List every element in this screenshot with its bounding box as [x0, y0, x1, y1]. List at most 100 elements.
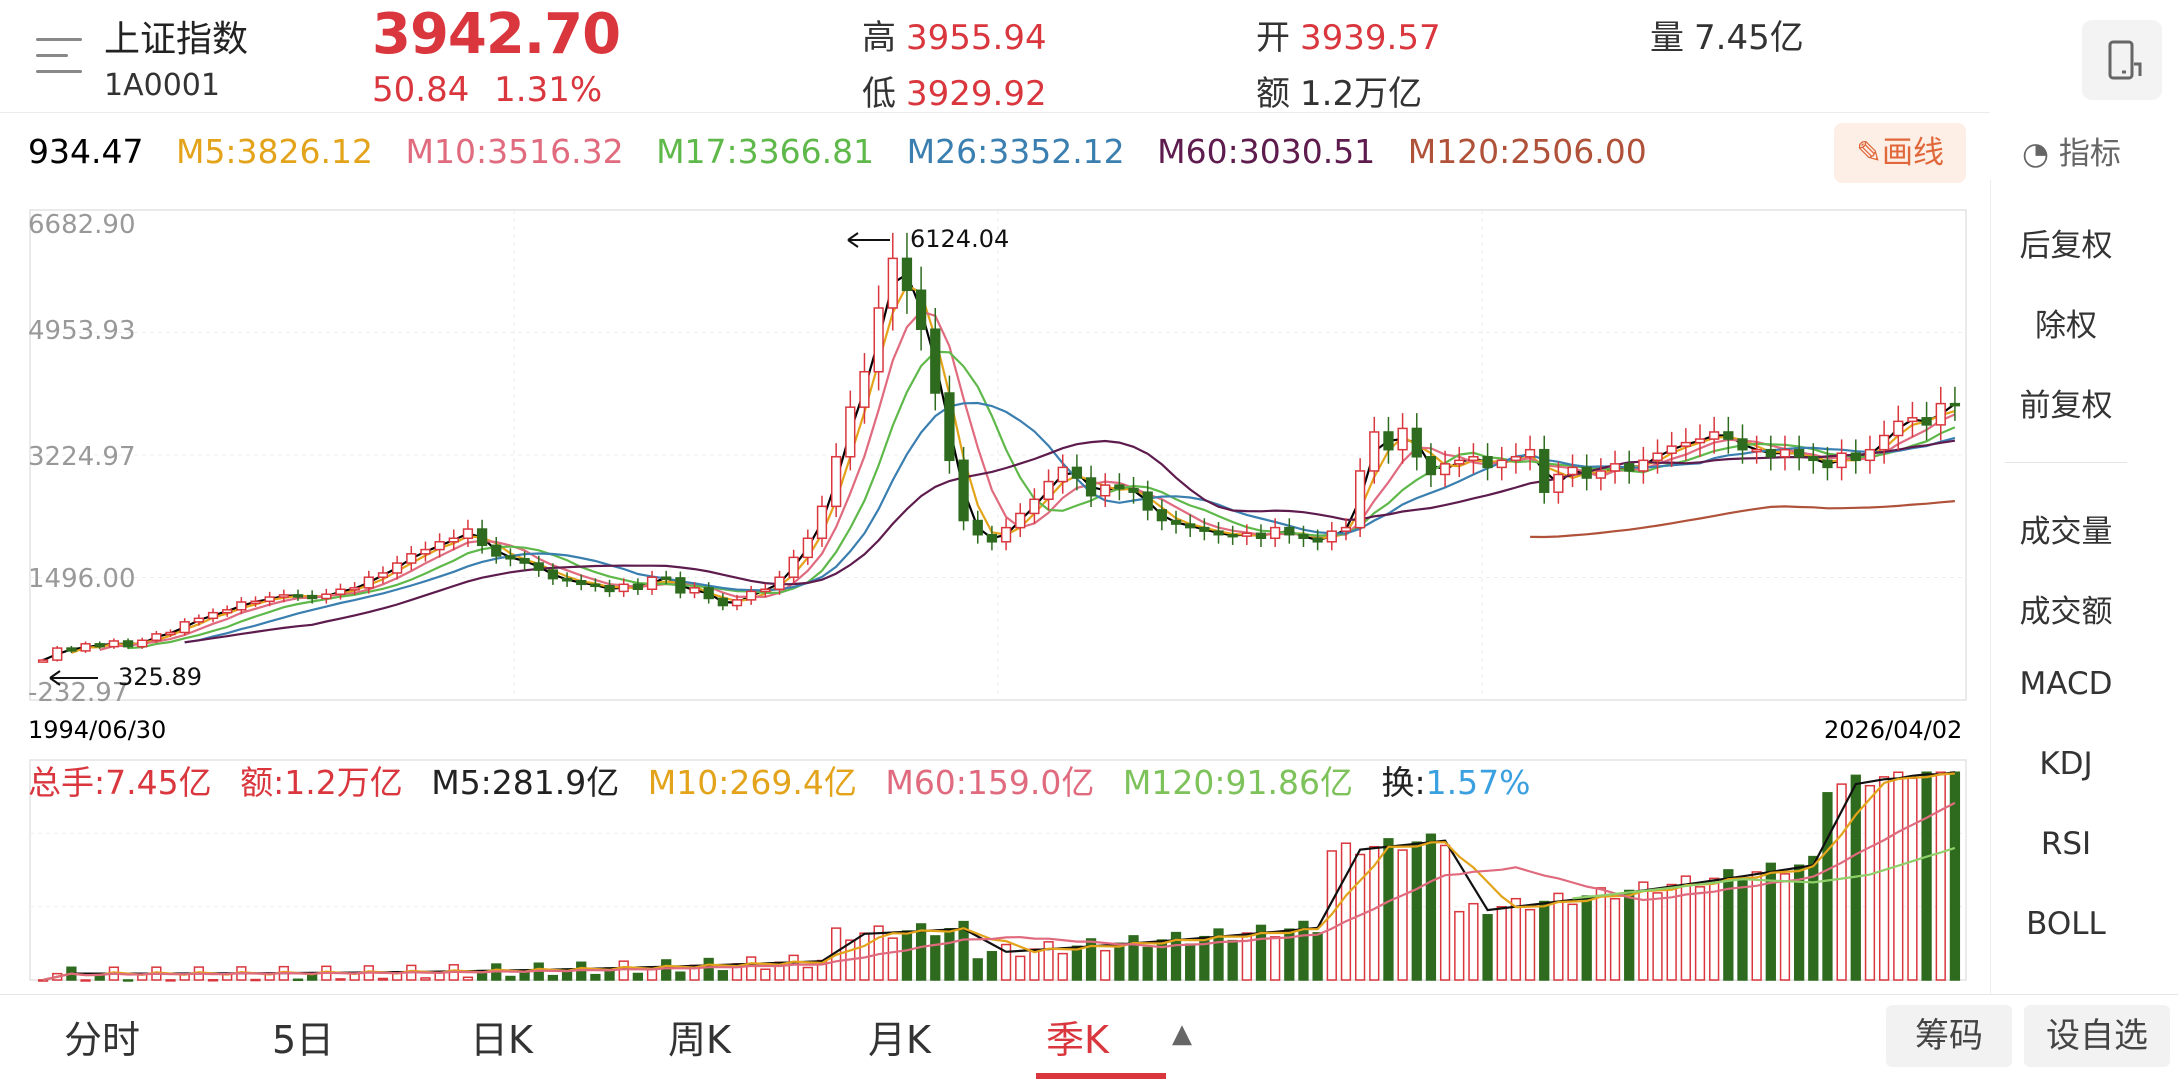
candle-body [66, 647, 77, 652]
candle-body [1354, 470, 1366, 529]
tab-intraday[interactable]: 分时 [64, 1018, 141, 1062]
candle-body [505, 555, 516, 560]
candle-body [1185, 523, 1196, 529]
option-ex-rights[interactable]: 除权 [2035, 308, 2097, 344]
volume-bar [1553, 892, 1564, 981]
landscape-toggle-button[interactable] [2082, 20, 2162, 100]
candle-body [349, 587, 360, 591]
candle-body [1496, 459, 1507, 469]
volume-bar [1935, 771, 1946, 981]
chips-button[interactable]: 筹码 [1886, 1005, 2012, 1067]
volume-bar [37, 979, 49, 982]
candle-body [1893, 420, 1904, 437]
option-rsi[interactable]: RSI [2040, 826, 2092, 862]
kline-chart[interactable]: 6682.90 4953.93 3224.97 1496.00 -232.97 … [0, 200, 1990, 994]
volume-bar [1454, 910, 1465, 981]
panel-divider [2005, 462, 2127, 463]
option-volume[interactable]: 成交量 [2019, 514, 2113, 550]
candle-body [533, 562, 544, 571]
option-kdj[interactable]: KDJ [2039, 746, 2093, 782]
candle-body [1298, 533, 1309, 539]
volume-bar [915, 923, 927, 981]
volume-bar [675, 971, 686, 981]
volume-bar [1609, 897, 1621, 981]
option-boll[interactable]: BOLL [2026, 906, 2106, 942]
candle-body [930, 328, 941, 394]
volume-bar [1836, 783, 1847, 981]
volume-bar [1199, 935, 1210, 981]
more-periods-icon[interactable]: ▲ [1172, 1019, 1192, 1049]
volume-bar [703, 957, 714, 981]
candle-body [1326, 530, 1337, 543]
volume-bar [1652, 892, 1663, 981]
candle-body [151, 633, 162, 642]
amount-stat: 额 1.2万亿 [1256, 66, 1422, 115]
volume-bar [80, 979, 91, 982]
candle-body [703, 587, 714, 600]
candle-body [958, 459, 969, 522]
candle-body [1822, 459, 1833, 469]
open-stat: 开 3939.57 [1256, 10, 1441, 59]
volume-bar [122, 979, 134, 982]
option-macd[interactable]: MACD [2019, 666, 2113, 702]
volume-bar [1128, 935, 1139, 981]
volume-bar [1029, 948, 1040, 981]
candle-body [165, 631, 176, 636]
candle-body [547, 569, 559, 580]
option-post-adjusted[interactable]: 后复权 [2019, 228, 2113, 264]
volume-bar [1751, 871, 1762, 981]
y-axis-labels: 6682.90 4953.93 3224.97 1496.00 -232.97 [28, 210, 136, 708]
candle-body [1907, 417, 1918, 423]
option-turnover-amount[interactable]: 成交额 [2019, 594, 2113, 630]
volume-bar [590, 973, 601, 981]
tab-weekly[interactable]: 周K [668, 1018, 731, 1062]
volume-bar [717, 970, 728, 981]
tab-monthly[interactable]: 月K [868, 1018, 931, 1062]
candle-body [1510, 456, 1522, 462]
volume-stat: 量 7.45亿 [1650, 10, 1804, 59]
candle-body [774, 576, 785, 591]
candle-body [944, 392, 955, 462]
volume-bar [1666, 883, 1677, 981]
candle-body [1539, 448, 1550, 493]
add-watchlist-button[interactable]: 设自选 [2024, 1005, 2170, 1067]
candle-body [901, 257, 913, 292]
tab-quarterly[interactable]: 季K [1046, 1018, 1109, 1062]
candle-body [788, 556, 799, 578]
volume-bar [1213, 928, 1224, 981]
volume-bar [1694, 886, 1706, 981]
indicator-settings-link[interactable]: ◔ 指标 [2022, 128, 2121, 173]
candle-body [321, 593, 332, 600]
volume-bar [958, 920, 969, 981]
candle-body [264, 596, 275, 603]
chart-annotations: 6124.04 325.89 [49, 225, 1009, 691]
tab-daily[interactable]: 日K [470, 1018, 533, 1062]
chart-grid [29, 209, 1967, 701]
candle-body [1482, 456, 1493, 469]
start-date-label: 1994/06/30 [28, 716, 166, 744]
candle-body [760, 588, 771, 593]
candle-body [1057, 466, 1068, 483]
candle-body [434, 541, 445, 551]
volume-bar [1439, 844, 1451, 981]
tab-5day[interactable]: 5日 [272, 1018, 335, 1062]
end-date-label: 2026/04/02 [1824, 716, 1962, 744]
volume-bar [1680, 875, 1691, 981]
right-side-panel: 后复权 除权 前复权 成交量 成交额 MACD KDJ RSI BOLL [1990, 180, 2161, 995]
candle-body [193, 617, 205, 623]
candle-body [1694, 438, 1706, 444]
option-pre-adjusted[interactable]: 前复权 [2019, 388, 2113, 424]
menu-icon[interactable] [36, 34, 82, 78]
candle-body [406, 553, 417, 564]
candle-body [1553, 473, 1564, 493]
candle-body [717, 597, 728, 607]
volume-bar [1057, 952, 1068, 981]
volume-bar [1510, 897, 1522, 981]
volume-bar [207, 979, 219, 982]
vol-ma-m120 [1572, 846, 1956, 900]
candle-body [1043, 480, 1054, 501]
candle-body [94, 643, 105, 648]
draw-line-button[interactable]: ✎画线 [1834, 123, 1966, 183]
candle-body [1751, 448, 1762, 453]
vol-ma-m60 [42, 801, 1956, 982]
